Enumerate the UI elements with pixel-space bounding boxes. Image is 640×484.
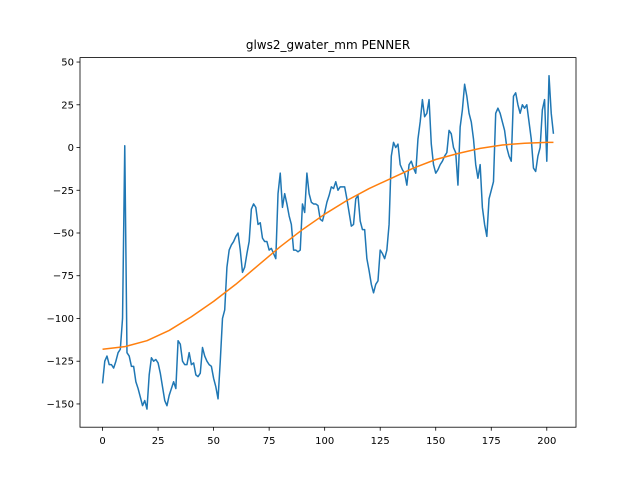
x-tick-label: 25 [152,436,165,447]
data-line [102,141,554,350]
y-tick-label: −125 [47,357,74,368]
data-line [101,74,555,410]
y-tick-label: 25 [61,100,74,111]
y-tick-label: −50 [53,228,74,239]
y-tick-label: 0 [68,143,74,154]
x-tick-label: 50 [207,436,220,447]
axes-frame [79,57,577,428]
x-tick-label: 150 [426,436,445,447]
y-tick-label: −75 [53,271,74,282]
x-tick-label: 75 [263,436,276,447]
x-tick-label: 125 [371,436,390,447]
y-tick-label: −25 [53,186,74,197]
x-tick-label: 0 [99,436,105,447]
chart-title: glws2_gwater_mm PENNER [246,38,410,52]
y-tick-label: −150 [47,399,74,410]
x-tick-label: 175 [482,436,501,447]
y-tick-label: −100 [47,314,74,325]
y-tick-label: 50 [61,58,74,69]
x-tick-label: 100 [315,436,334,447]
x-tick-label: 200 [537,436,556,447]
